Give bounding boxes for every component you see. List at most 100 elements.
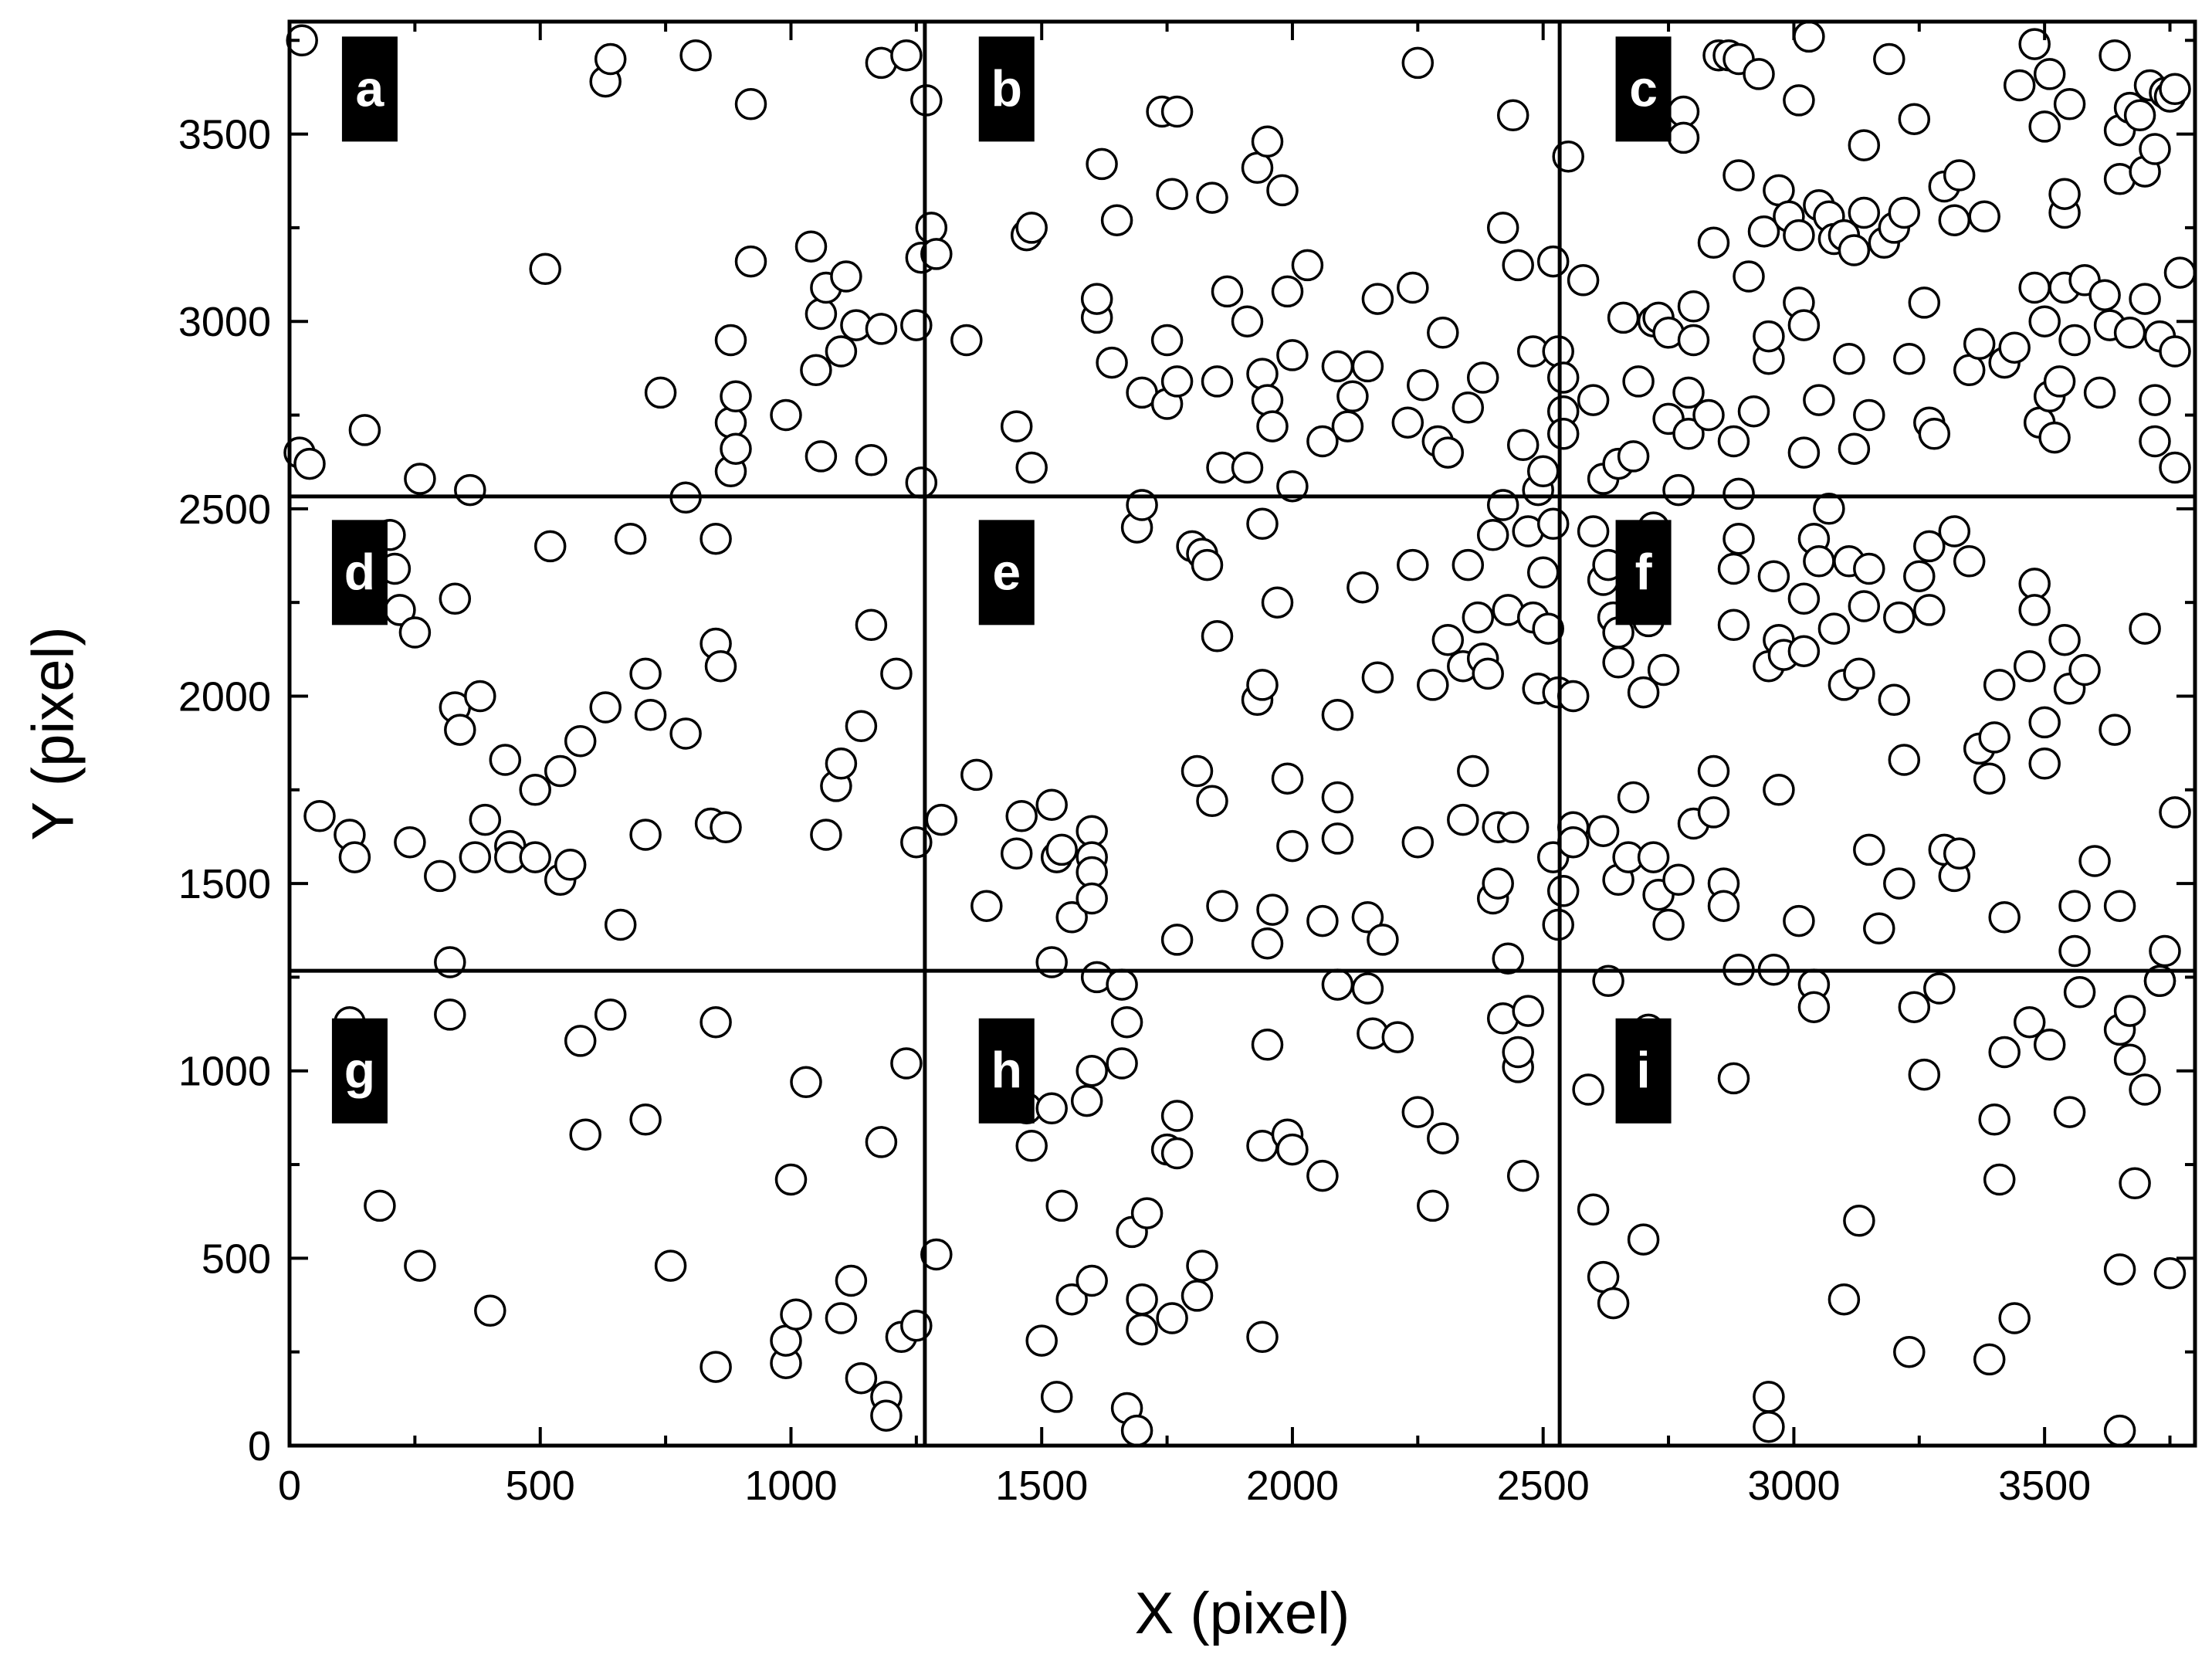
data-point [1793, 20, 1825, 53]
data-point [1853, 833, 1885, 866]
data-point [1045, 1189, 1078, 1222]
data-point [1546, 361, 1580, 394]
panel-label: c [1615, 36, 1672, 142]
data-point [474, 1294, 506, 1327]
data-point [1893, 1335, 1926, 1368]
data-point [424, 859, 456, 893]
data-point [2048, 623, 2081, 656]
data-point [1943, 159, 1976, 192]
data-point [404, 1249, 436, 1282]
data-point [1697, 796, 1730, 829]
data-point [2083, 376, 2116, 409]
data-point [1106, 968, 1138, 1001]
data-point [1076, 1054, 1108, 1087]
data-point [1482, 867, 1514, 900]
data-point [780, 1298, 812, 1331]
panel-label-text: a [356, 59, 385, 117]
data-point [1893, 342, 1926, 375]
data-point [2163, 256, 2197, 289]
data-point [394, 826, 426, 859]
data-point [1743, 58, 1775, 90]
data-point [2099, 714, 2131, 746]
x-tick-label: 1500 [995, 1463, 1088, 1509]
data-point [1938, 515, 1971, 548]
data-point [1472, 657, 1504, 690]
data-point [734, 245, 767, 278]
data-point [1351, 901, 1384, 934]
x-axis-ticks: 0 500 1000 1500 2000 2500 3000 3500 [278, 22, 2172, 1509]
data-point [1723, 522, 1755, 555]
data-point [905, 466, 938, 499]
data-point [303, 800, 336, 832]
data-point [1321, 781, 1354, 814]
data-point [519, 774, 551, 806]
panel-label-text: d [344, 543, 375, 600]
data-point [1005, 800, 1038, 832]
data-point [1763, 774, 1795, 806]
data-point [890, 39, 923, 72]
data-point [1783, 84, 1815, 117]
data-point [1572, 1073, 1604, 1106]
data-point [2159, 335, 2191, 368]
data-point [1417, 669, 1449, 701]
data-point [1988, 1036, 2021, 1069]
data-point [1923, 972, 1956, 1005]
data-point [1753, 1381, 1785, 1413]
data-point [710, 811, 742, 844]
data-point [1883, 867, 1916, 900]
data-point [1156, 178, 1188, 210]
data-point [1627, 676, 1660, 709]
data-point [1697, 754, 1730, 788]
data-point [825, 335, 858, 368]
data-point [870, 1399, 903, 1432]
data-point [1156, 1302, 1188, 1334]
data-point [1035, 1092, 1068, 1125]
panel-dividers [290, 22, 2195, 1446]
data-point [1266, 174, 1299, 207]
data-point [1602, 646, 1634, 679]
y-tick-label: 1000 [178, 1049, 271, 1095]
data-point [855, 609, 888, 642]
panel-label: g [331, 1018, 388, 1124]
panel-label-box [331, 520, 388, 626]
data-point [459, 841, 492, 873]
data-point [1206, 890, 1238, 922]
data-point [714, 324, 747, 357]
data-point [1015, 451, 1048, 484]
data-point [1331, 410, 1364, 442]
data-point [1427, 317, 1459, 349]
data-point [1717, 552, 1750, 585]
data-point [1817, 612, 1851, 645]
panel-label-text: g [344, 1042, 375, 1099]
data-point [554, 849, 587, 881]
data-point [1717, 609, 1750, 642]
data-point [1015, 1130, 1048, 1162]
data-point [2139, 384, 2171, 416]
data-point [1828, 1283, 1861, 1316]
data-point [1883, 601, 1916, 634]
data-point [845, 1361, 878, 1395]
data-point [1160, 1100, 1194, 1132]
panel-label: d [331, 520, 388, 626]
data-point [1401, 1096, 1435, 1128]
data-point [1662, 473, 1695, 507]
data-point [644, 376, 677, 409]
data-point [1231, 305, 1264, 337]
data-point [1321, 822, 1354, 855]
data-point [1476, 519, 1509, 551]
data-point [1913, 530, 1946, 563]
data-point [1677, 290, 1710, 323]
data-point [1662, 863, 1695, 897]
data-point [2053, 88, 2086, 120]
data-point [1973, 1343, 2006, 1376]
data-point [1201, 365, 1234, 398]
data-point [1401, 826, 1435, 859]
data-point [2099, 39, 2131, 72]
data-point [720, 432, 752, 465]
data-point [2063, 976, 2096, 1009]
data-point [1417, 1189, 1449, 1222]
data-point [2068, 653, 2101, 687]
data-point [2159, 73, 2191, 106]
data-point [1186, 1249, 1218, 1282]
data-point [469, 803, 502, 836]
